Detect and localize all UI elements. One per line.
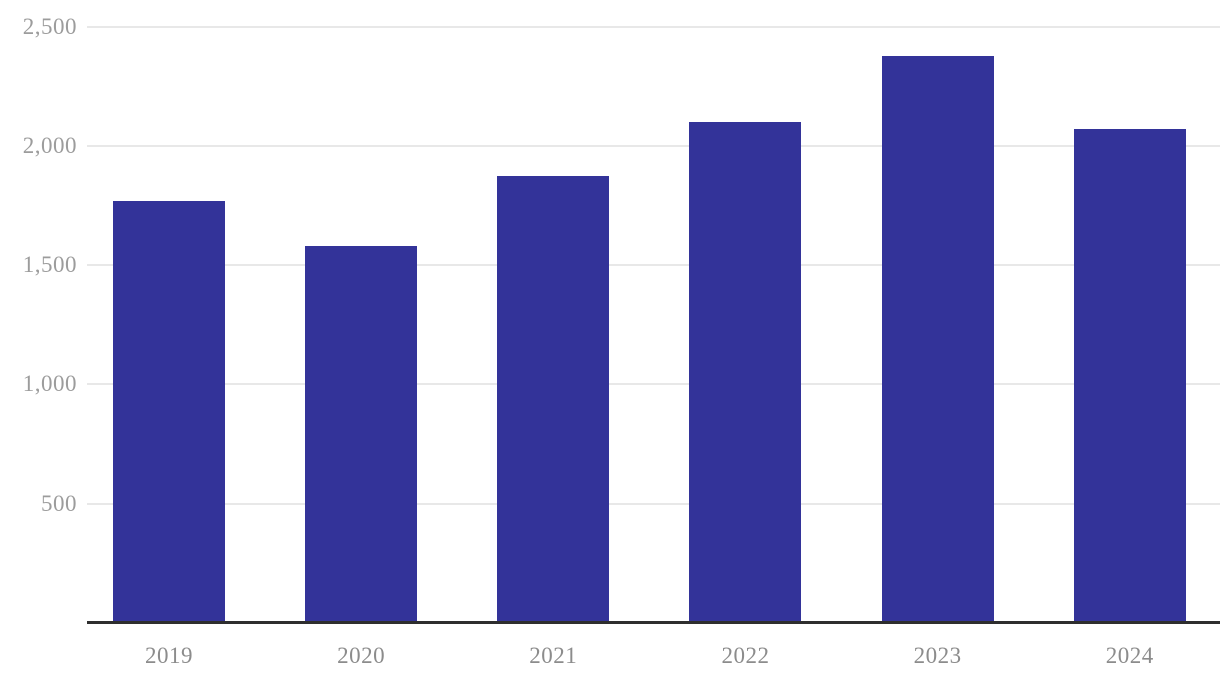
bar-2020 (305, 246, 418, 623)
gridline (87, 502, 1220, 505)
bar-2019 (113, 200, 225, 623)
x-axis-tick-label: 2022 (721, 643, 770, 668)
x-axis-line (87, 621, 1220, 624)
y-axis-tick-label: 1,500 (22, 252, 77, 278)
bar-2024 (1073, 129, 1186, 623)
y-axis-tick-label: 2,500 (22, 13, 77, 39)
x-axis-tick-label: 2023 (913, 643, 962, 668)
x-axis-tick-label: 2021 (529, 643, 578, 668)
bar-2021 (497, 175, 610, 623)
y-axis-tick-label: 2,000 (22, 132, 77, 158)
bar-2022 (689, 121, 802, 623)
y-axis-tick-label: 500 (41, 490, 77, 516)
y-axis-tick-label: 1,000 (22, 371, 77, 397)
x-axis-tick-label: 2024 (1105, 643, 1154, 668)
x-axis-tick-label: 2019 (145, 643, 193, 668)
x-axis-tick-label: 2020 (337, 643, 386, 668)
gridline (87, 144, 1220, 147)
bar-2023 (881, 56, 994, 623)
gridline (87, 25, 1220, 28)
gridline (87, 383, 1220, 386)
gridline (87, 264, 1220, 267)
